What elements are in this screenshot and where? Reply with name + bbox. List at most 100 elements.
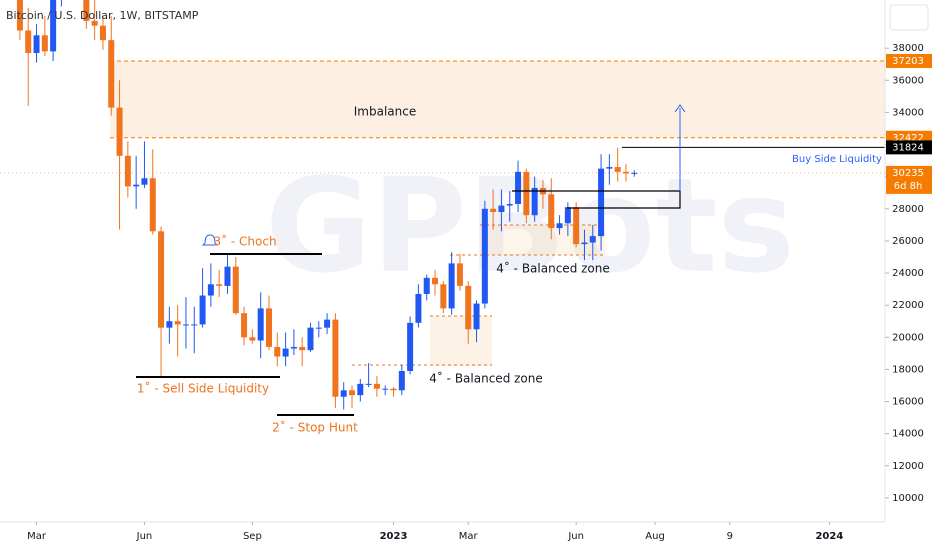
x-tick-label: 2024	[815, 531, 843, 542]
candle-body	[332, 319, 339, 397]
candle-body	[481, 208, 488, 304]
countdown: 6d 8h	[894, 181, 923, 192]
candle-body	[216, 284, 223, 286]
candle-body	[556, 223, 563, 229]
candle-body	[324, 319, 331, 328]
candle-body	[83, 0, 90, 21]
y-tick-label: 24000	[892, 268, 924, 279]
price-label: 30235	[892, 168, 924, 179]
imbalance-zone	[110, 60, 885, 138]
arrow-head	[674, 104, 686, 113]
annotation: 2˚ - Stop Hunt	[272, 420, 358, 435]
candle-body	[249, 337, 256, 341]
candle-body	[589, 236, 596, 243]
candle-body	[25, 30, 32, 54]
candle-body	[41, 35, 48, 52]
annotation: 4˚ - Balanced zone	[496, 261, 610, 276]
y-tick-label: 22000	[892, 300, 924, 311]
price-label-box	[886, 140, 932, 155]
settings-button[interactable]	[889, 4, 929, 31]
candle-body	[407, 322, 414, 372]
candle-body	[523, 171, 530, 216]
candle-body	[116, 107, 123, 156]
price-label: 37203	[892, 56, 924, 67]
candle-body	[307, 327, 314, 351]
candle-body	[365, 383, 372, 385]
x-tick-label: 9	[727, 531, 733, 542]
watermark: GPBots	[265, 150, 795, 302]
price-label-box	[886, 53, 932, 68]
y-tick-label: 18000	[892, 364, 924, 375]
candle-body	[398, 371, 405, 391]
x-tick-label: Jun	[567, 531, 584, 542]
candle-body	[531, 187, 538, 216]
candle-body	[432, 277, 439, 285]
candle-body	[207, 284, 214, 296]
y-tick-label: 16000	[892, 397, 924, 408]
candle-body	[299, 346, 306, 351]
candle-body	[199, 295, 206, 325]
candle-body	[191, 324, 198, 326]
x-tick-label: Sep	[243, 531, 262, 542]
candle-body	[357, 383, 364, 396]
candle-body	[33, 35, 40, 54]
price-label-box	[886, 165, 932, 194]
candle-body	[174, 321, 181, 325]
candle-body	[16, 0, 23, 31]
candle-body	[515, 171, 522, 204]
candle-body	[606, 167, 613, 169]
candle-body	[182, 324, 189, 326]
candle-body	[290, 346, 297, 349]
candle-body	[581, 242, 588, 245]
candle-body	[241, 313, 248, 338]
candle-body	[315, 327, 322, 329]
chart-title: Bitcoin / U.S. Dollar, 1W, BITSTAMP	[6, 9, 199, 22]
candle-body	[440, 284, 447, 309]
watermark-group: GPBots	[265, 150, 795, 302]
annotation: 4˚ - Balanced zone	[429, 371, 543, 386]
annotation: 1˚ - Sell Side Liquidity	[137, 381, 269, 396]
candle-body	[91, 20, 98, 26]
y-tick-label: 36000	[892, 75, 924, 86]
candle-body	[573, 207, 580, 245]
candle-body	[631, 172, 638, 174]
y-tick-label: 14000	[892, 429, 924, 440]
candle-body	[373, 383, 380, 389]
x-tick-label: 2023	[380, 531, 408, 542]
annotation-lines	[136, 104, 686, 416]
candle-body	[390, 388, 397, 391]
y-tick-label: 20000	[892, 332, 924, 343]
candle-body	[158, 231, 165, 328]
x-tick-label: Aug	[645, 531, 665, 542]
balanced-zone-box	[430, 316, 492, 366]
candle-body	[614, 167, 621, 172]
candle-body	[506, 203, 513, 206]
candle-body	[473, 303, 480, 330]
candle-body	[265, 308, 272, 347]
candle-body	[622, 171, 629, 174]
candle-body	[124, 155, 131, 187]
balanced-zone-box	[480, 225, 605, 255]
candle-body	[166, 321, 173, 328]
candle-body	[50, 0, 57, 52]
annotation: 3˚ - Choch	[213, 234, 276, 249]
x-tick-label: Mar	[459, 531, 479, 542]
candle-body	[282, 348, 289, 357]
y-tick-label: 28000	[892, 204, 924, 215]
candle-body	[598, 168, 605, 237]
candle-body	[490, 208, 497, 213]
candle-body	[349, 390, 356, 396]
candle-body	[141, 178, 148, 185]
y-tick-label: 38000	[892, 43, 924, 54]
y-tick-label: 34000	[892, 107, 924, 118]
candle-body	[456, 263, 463, 286]
price-label: 32422	[892, 133, 924, 144]
candle-body	[465, 285, 472, 330]
candle-body	[498, 205, 505, 213]
price-label: 31824	[892, 142, 924, 153]
candle-body	[232, 266, 239, 314]
y-tick-label: 10000	[892, 493, 924, 504]
candle-body	[99, 25, 106, 41]
